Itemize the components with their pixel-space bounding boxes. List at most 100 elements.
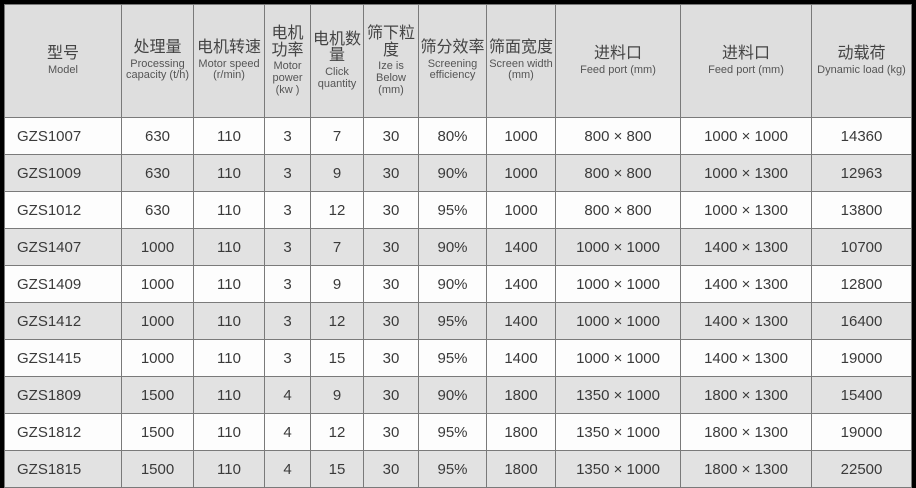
table-cell: 3 xyxy=(264,228,311,266)
table-cell: 80% xyxy=(418,117,487,155)
table-cell: 110 xyxy=(193,302,265,340)
table-cell: 30 xyxy=(363,117,419,155)
table-cell: GZS1012 xyxy=(4,191,122,229)
table-cell: 12963 xyxy=(811,154,912,192)
table-cell: 1350 × 1000 xyxy=(555,376,681,414)
table-cell: 1000 xyxy=(121,265,194,303)
table-cell: 3 xyxy=(264,117,311,155)
table-cell: 1000 × 1000 xyxy=(555,228,681,266)
table-cell: 630 xyxy=(121,154,194,192)
table-cell: 1400 × 1300 xyxy=(680,339,812,377)
table-cell: 1400 × 1300 xyxy=(680,228,812,266)
table-cell: 110 xyxy=(193,154,265,192)
table-cell: 15 xyxy=(310,450,364,488)
header-cn: 进料口 xyxy=(593,44,642,62)
table-cell: 95% xyxy=(418,413,487,451)
table-cell: 15400 xyxy=(811,376,912,414)
table-row: GZS1407 1000 110 3 7 30 90% 1400 1000 × 1000 1400… xyxy=(4,228,912,266)
column-header: 进料口 Feed port (mm) xyxy=(555,4,681,118)
table-cell: 1400 xyxy=(486,265,556,303)
header-en: Motor speed (r/min) xyxy=(198,57,260,82)
header-cn: 动载荷 xyxy=(837,44,886,62)
header-en: Model xyxy=(48,63,78,76)
table-cell: 1400 xyxy=(486,339,556,377)
table-cell: 110 xyxy=(193,450,265,488)
table-cell: 16400 xyxy=(811,302,912,340)
table-cell: 1350 × 1000 xyxy=(555,413,681,451)
column-header: 筛分效率 Screening efficiency xyxy=(418,4,487,118)
table-cell: 1400 × 1300 xyxy=(680,302,812,340)
table-cell: 3 xyxy=(264,191,311,229)
table-cell: 1000 × 1000 xyxy=(680,117,812,155)
table-cell: 90% xyxy=(418,228,487,266)
header-en: Motor power (kw ) xyxy=(272,60,303,96)
table-cell: 1800 xyxy=(486,450,556,488)
table-cell: 3 xyxy=(264,154,311,192)
table-cell: 12 xyxy=(310,191,364,229)
table-cell: GZS1812 xyxy=(4,413,122,451)
table-cell: 110 xyxy=(193,376,265,414)
table-cell: 22500 xyxy=(811,450,912,488)
table-cell: 30 xyxy=(363,302,419,340)
table-cell: 95% xyxy=(418,450,487,488)
table-cell: 1000 × 1300 xyxy=(680,154,812,192)
table-cell: 630 xyxy=(121,117,194,155)
header-cn: 筛分效率 xyxy=(420,39,485,57)
table-row: GZS1012 630 110 3 12 30 95% 1000 800 × 800 1000 ×… xyxy=(4,191,912,229)
table-cell: 110 xyxy=(193,117,265,155)
table-cell: 110 xyxy=(193,265,265,303)
header-en: Click quantity xyxy=(317,66,357,90)
table-cell: 30 xyxy=(363,191,419,229)
header-en: Feed port (mm) xyxy=(580,63,656,76)
table-cell: 4 xyxy=(264,376,311,414)
table-cell: 10700 xyxy=(811,228,912,266)
table-cell: 9 xyxy=(310,376,364,414)
table-cell: GZS1415 xyxy=(4,339,122,377)
table-cell: 12 xyxy=(310,302,364,340)
table-cell: 13800 xyxy=(811,191,912,229)
table-cell: 7 xyxy=(310,117,364,155)
table-cell: 110 xyxy=(193,228,265,266)
table-cell: 3 xyxy=(264,302,311,340)
header-en: Screening efficiency xyxy=(427,57,478,82)
table-row: GZS1007 630 110 3 7 30 80% 1000 800 × 800 1000 × … xyxy=(4,117,912,155)
header-cn: 筛面宽度 xyxy=(488,39,553,57)
header-cn: 电机数量 xyxy=(312,30,361,65)
table-cell: 1500 xyxy=(121,413,194,451)
header-cn: 筛下粒度 xyxy=(366,24,415,59)
table-cell: 14360 xyxy=(811,117,912,155)
header-en: Processing capacity (t/h) xyxy=(126,57,189,82)
table-cell: 800 × 800 xyxy=(555,191,681,229)
table-cell: 19000 xyxy=(811,339,912,377)
table-cell: 30 xyxy=(363,413,419,451)
table-row: GZS1815 1500 110 4 15 30 95% 1800 1350 × 1000 180… xyxy=(4,450,912,488)
table-cell: 110 xyxy=(193,191,265,229)
table-row: GZS1412 1000 110 3 12 30 95% 1400 1000 × 1000 140… xyxy=(4,302,912,340)
table-cell: 1400 xyxy=(486,228,556,266)
table-cell: 1800 × 1300 xyxy=(680,450,812,488)
table-cell: 1800 × 1300 xyxy=(680,376,812,414)
column-header: 处理量 Processing capacity (t/h) xyxy=(121,4,194,118)
table-cell: 1500 xyxy=(121,450,194,488)
column-header: 电机转速 Motor speed (r/min) xyxy=(193,4,265,118)
column-header: 进料口 Feed port (mm) xyxy=(680,4,812,118)
table-cell: 1000 xyxy=(486,117,556,155)
table-cell: 1500 xyxy=(121,376,194,414)
table-row: GZS1415 1000 110 3 15 30 95% 1400 1000 × 1000 140… xyxy=(4,339,912,377)
table-cell: 15 xyxy=(310,339,364,377)
table-cell: 1400 × 1300 xyxy=(680,265,812,303)
header-en: Screen width (mm) xyxy=(489,57,553,82)
table-cell: 1000 xyxy=(486,154,556,192)
table-cell: GZS1407 xyxy=(4,228,122,266)
table-cell: 1400 xyxy=(486,302,556,340)
table-cell: 95% xyxy=(418,191,487,229)
table-cell: 1000 xyxy=(486,191,556,229)
table-cell: 1800 xyxy=(486,413,556,451)
table-cell: 630 xyxy=(121,191,194,229)
table-cell: 30 xyxy=(363,339,419,377)
table-cell: 1000 × 1000 xyxy=(555,265,681,303)
table-cell: 1000 xyxy=(121,302,194,340)
table-cell: 90% xyxy=(418,376,487,414)
table-cell: 800 × 800 xyxy=(555,117,681,155)
table-cell: 1800 × 1300 xyxy=(680,413,812,451)
